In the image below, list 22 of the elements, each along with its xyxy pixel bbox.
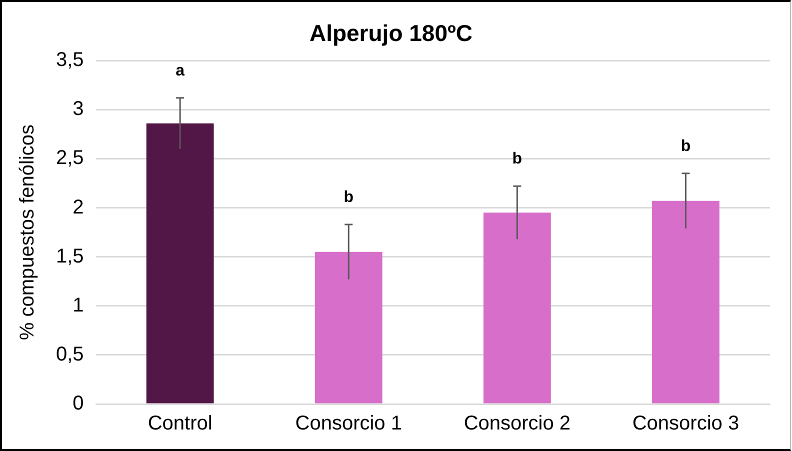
y-tick-label: 3,5 bbox=[56, 49, 84, 72]
y-axis-title: % compuestos fenólicos bbox=[16, 124, 39, 340]
x-tick-label: Control bbox=[148, 412, 212, 435]
y-tick-label: 0,5 bbox=[56, 343, 84, 366]
y-tick-label: 0 bbox=[72, 392, 84, 415]
annotation: b bbox=[344, 188, 354, 206]
bar bbox=[314, 252, 382, 404]
bar bbox=[483, 212, 551, 404]
x-tick-label: Consorcio 3 bbox=[632, 412, 740, 435]
y-tick-label: 1 bbox=[72, 294, 84, 316]
annotation: b bbox=[512, 150, 522, 168]
y-tick-label: 2,5 bbox=[56, 147, 84, 170]
y-tick-label: 3 bbox=[72, 98, 84, 120]
y-tick-label: 1,5 bbox=[56, 245, 84, 268]
chart-title: Alperujo 180ºC bbox=[309, 20, 473, 46]
x-tick-label: Consorcio 2 bbox=[464, 412, 571, 435]
bar bbox=[652, 200, 720, 404]
y-tick-label: 2 bbox=[72, 196, 84, 218]
annotation: b bbox=[680, 138, 691, 155]
x-tick-label: Consorcio 1 bbox=[295, 412, 402, 435]
bar bbox=[146, 123, 214, 404]
annotation: a bbox=[176, 62, 185, 80]
